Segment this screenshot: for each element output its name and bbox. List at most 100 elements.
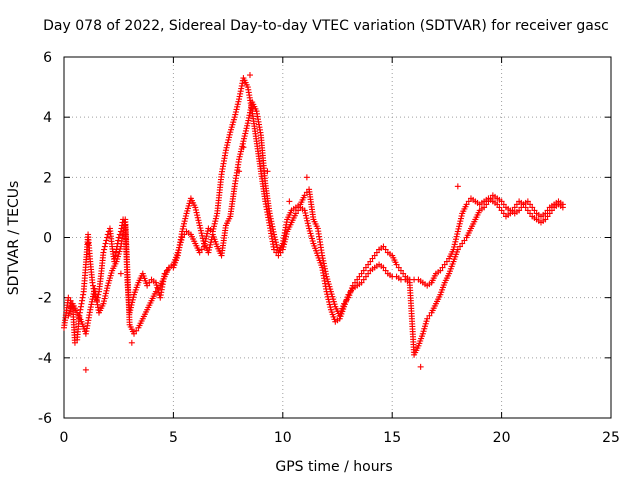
data-point-fill <box>426 312 433 319</box>
data-point <box>498 207 505 214</box>
data-point-fill <box>347 288 354 295</box>
data-point-fill <box>212 215 219 222</box>
data-point-fill <box>237 148 244 155</box>
data-point-fill <box>234 103 241 110</box>
data-point-fill <box>365 261 372 268</box>
data-point-fill <box>101 243 108 250</box>
data-point <box>231 114 238 121</box>
data-point <box>236 156 243 163</box>
data-point <box>100 249 107 256</box>
data-point-fill <box>226 134 233 141</box>
y-tick-label: -2 <box>38 291 52 307</box>
x-tick-label: 20 <box>493 430 511 446</box>
data-point <box>303 174 310 181</box>
data-point <box>354 276 361 283</box>
data-point-fill <box>453 233 460 240</box>
data-point-fill <box>225 136 232 143</box>
data-point <box>131 330 138 337</box>
data-point <box>275 252 282 259</box>
data-point <box>459 240 466 247</box>
data-point-fill <box>461 237 468 244</box>
data-point-fill <box>544 207 551 214</box>
data-point-fill <box>327 304 334 311</box>
data-point-fill <box>202 235 209 242</box>
data-point-fill <box>104 234 111 241</box>
data-point-fill <box>206 244 213 251</box>
data-point-fill <box>500 210 507 217</box>
data-point-fill <box>234 101 241 108</box>
data-point-fill <box>518 204 525 211</box>
data-point-fill <box>101 246 108 253</box>
data-point <box>196 249 203 256</box>
data-point-fill <box>226 131 233 138</box>
data-point-fill <box>458 213 465 220</box>
axis-ticks: 0 5 10 15 20 25 -6 -4 -2 0 2 4 6 <box>38 50 620 446</box>
data-point-fill <box>180 223 187 230</box>
data-point-fill <box>280 243 287 250</box>
data-point-fill <box>197 225 204 232</box>
data-point <box>67 303 74 310</box>
data-point <box>209 228 216 235</box>
data-point <box>104 231 111 238</box>
data-point-fill <box>527 210 534 217</box>
data-point-fill <box>373 249 380 256</box>
data-point-fill <box>455 225 462 232</box>
data-point-fill <box>325 296 332 303</box>
data-point <box>441 261 448 268</box>
y-tick-label: -4 <box>38 351 52 367</box>
data-point-fill <box>242 130 249 137</box>
data-point <box>71 339 78 346</box>
data-point-fill <box>303 215 310 222</box>
data-point <box>559 201 566 208</box>
data-point-fill <box>182 215 189 222</box>
data-point-fill <box>369 255 376 262</box>
data-point <box>494 201 501 208</box>
data-point-fill <box>239 140 246 147</box>
data-point <box>524 207 531 214</box>
data-point-fill <box>235 98 242 105</box>
data-point <box>542 216 549 223</box>
data-point-fill <box>116 231 123 238</box>
chart-title: Day 078 of 2022, Sidereal Day-to-day VTE… <box>43 18 609 34</box>
data-point <box>240 144 247 151</box>
data-point-fill <box>244 122 251 129</box>
data-point-fill <box>202 238 209 245</box>
data-point-fill <box>204 230 211 237</box>
data-point <box>196 222 203 229</box>
data-point-fill <box>487 195 494 202</box>
data-point-fill <box>326 298 333 305</box>
data-point-fill <box>281 238 288 245</box>
data-point-fill <box>210 225 217 232</box>
data-point <box>179 234 186 241</box>
data-point <box>102 240 109 247</box>
data-point <box>362 264 369 271</box>
data-point-fill <box>302 212 309 219</box>
data-point-fill <box>179 225 186 232</box>
data-point-fill <box>531 207 538 214</box>
data-point <box>417 363 424 370</box>
data-point-fill <box>224 139 231 146</box>
data-point <box>454 183 461 190</box>
data-point-fill <box>212 218 219 225</box>
data-point-fill <box>211 223 218 230</box>
data-point-fill <box>102 292 109 299</box>
data-point <box>380 264 387 271</box>
data-point <box>192 204 199 211</box>
data-point <box>100 300 107 307</box>
data-point <box>454 228 461 235</box>
data-point-fill <box>104 285 111 292</box>
data-point-fill <box>182 213 189 220</box>
data-point-fill <box>194 212 201 219</box>
data-point-fill <box>239 143 246 150</box>
data-point-fill <box>382 246 389 253</box>
x-tick-label: 15 <box>383 430 401 446</box>
data-point <box>271 246 278 253</box>
data-point-fill <box>544 213 551 220</box>
data-point-fill <box>232 109 239 116</box>
data-point-fill <box>281 241 288 248</box>
data-point <box>529 204 536 211</box>
data-point-fill <box>483 201 490 208</box>
data-point <box>362 273 369 280</box>
data-point-fill <box>223 144 230 151</box>
data-point-fill <box>193 209 200 216</box>
